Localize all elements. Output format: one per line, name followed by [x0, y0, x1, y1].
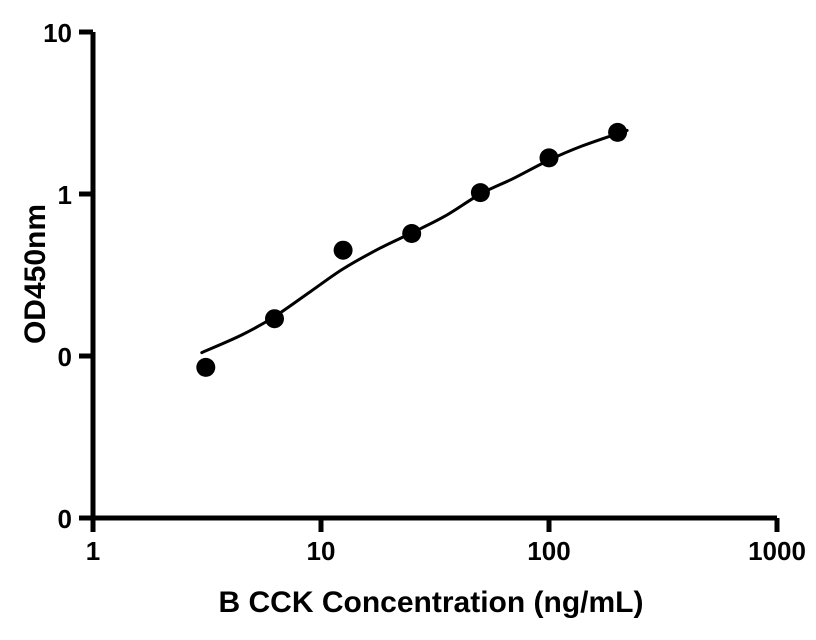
data-points — [196, 122, 628, 377]
data-point-marker — [470, 183, 490, 203]
y-tick-label: 1 — [58, 180, 72, 210]
axis-ticks — [79, 29, 780, 532]
data-point-marker — [608, 122, 628, 142]
y-tick-label: 0 — [58, 342, 72, 372]
y-tick-label: 0 — [58, 504, 72, 534]
y-axis-title: OD450nm — [19, 204, 52, 344]
axis-spine — [90, 32, 777, 521]
data-point-marker — [196, 357, 216, 377]
data-point-marker — [265, 309, 284, 329]
x-axis-title: B CCK Concentration (ng/mL) — [219, 586, 644, 619]
x-tick-label: 10 — [307, 536, 336, 566]
y-tick-label: 10 — [43, 18, 72, 48]
x-tick-label: 100 — [527, 536, 570, 566]
data-point-marker — [402, 224, 422, 243]
data-point-marker — [539, 148, 559, 168]
x-tick-label: 1000 — [748, 536, 806, 566]
x-tick-label: 1 — [86, 536, 100, 566]
axes — [90, 32, 777, 521]
data-point-marker — [333, 240, 353, 260]
